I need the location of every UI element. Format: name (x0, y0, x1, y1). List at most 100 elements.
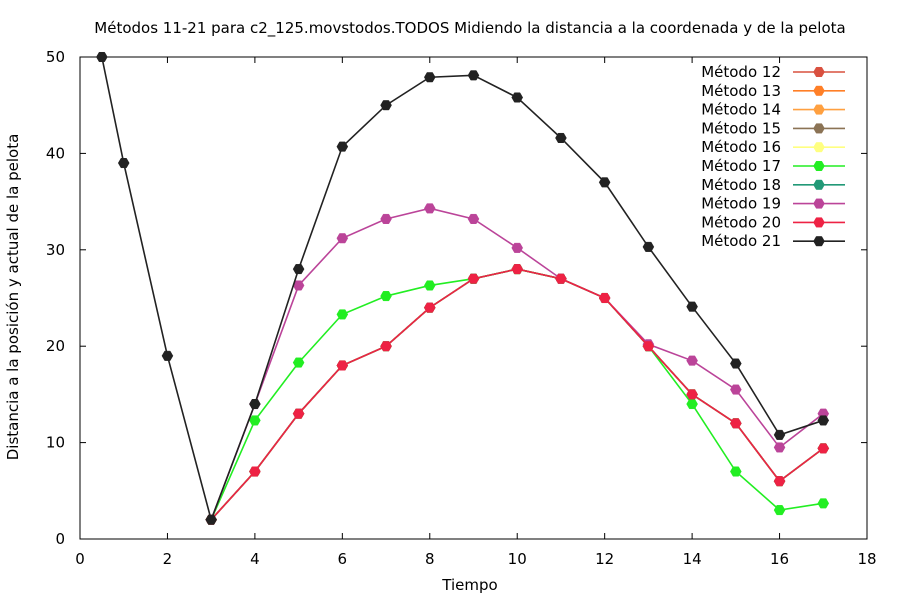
data-point (555, 273, 567, 284)
data-point (686, 355, 698, 366)
x-tick-label: 2 (163, 550, 173, 568)
data-point (555, 132, 567, 143)
y-tick-label: 20 (46, 337, 65, 355)
legend-label: Método 17 (701, 157, 781, 175)
data-point (423, 280, 436, 291)
legend-label: Método 21 (701, 232, 781, 250)
legend-label: Método 18 (701, 176, 781, 194)
legend-label: Método 16 (701, 138, 781, 156)
data-point (511, 242, 524, 253)
data-point (380, 291, 392, 302)
plot-frame (79, 56, 868, 540)
legend-label: Método 19 (701, 195, 781, 213)
series-line (210, 268, 824, 521)
data-point (773, 476, 786, 487)
legend-marker (813, 142, 825, 153)
legend-marker (813, 179, 825, 190)
data-point (773, 505, 786, 516)
data-point (730, 384, 742, 395)
legend-marker (813, 66, 825, 78)
data-point (423, 302, 436, 313)
y-tick-label: 10 (46, 434, 65, 452)
data-point (511, 92, 524, 103)
legend-item: Método 17 (701, 157, 845, 175)
x-tick-label: 4 (250, 550, 260, 568)
x-tick-label: 12 (595, 550, 614, 568)
data-point (817, 498, 830, 509)
x-tick-label: 14 (683, 550, 702, 568)
data-point (598, 292, 611, 304)
y-tick-label: 40 (46, 144, 65, 162)
axis-ticks: 0 2 4 6 8 10 12 14 16 18 0 10 20 30 40 50 (46, 48, 877, 568)
series-line (210, 268, 824, 521)
series-group (96, 51, 830, 525)
data-point (773, 429, 786, 440)
data-point (642, 241, 655, 252)
legend-item: Método 16 (701, 138, 845, 156)
data-point (292, 408, 305, 419)
data-point (249, 415, 261, 426)
legend-marker (813, 160, 825, 172)
data-point (773, 442, 786, 453)
data-point (730, 466, 742, 477)
data-point (336, 309, 349, 320)
legend-label: Método 15 (701, 119, 781, 137)
data-point (96, 51, 108, 63)
data-point (205, 514, 217, 525)
data-point (117, 158, 130, 169)
x-tick-label: 6 (338, 550, 348, 568)
data-point (686, 399, 698, 410)
legend-label: Método 12 (701, 63, 781, 81)
data-point (467, 70, 480, 81)
legend-label: Método 20 (701, 213, 781, 231)
legend-item: Método 20 (701, 213, 845, 231)
legend-label: Método 13 (701, 82, 781, 100)
data-point (380, 341, 392, 352)
legend-marker (813, 123, 825, 134)
data-point (423, 203, 436, 214)
x-tick-label: 16 (770, 550, 789, 568)
y-tick-label: 0 (55, 530, 65, 548)
data-point (336, 233, 349, 244)
data-point (730, 358, 742, 369)
series-line (210, 268, 824, 521)
series-line (210, 268, 824, 521)
legend-item: Método 13 (701, 82, 845, 100)
data-point (817, 443, 830, 454)
legend-marker (813, 236, 825, 247)
legend-item: Método 19 (701, 195, 845, 213)
data-point (380, 100, 392, 111)
axes (79, 56, 868, 540)
legend-label: Método 14 (701, 101, 781, 119)
series-line (210, 268, 824, 521)
data-point (686, 389, 698, 400)
series-line (101, 57, 824, 523)
x-tick-label: 0 (75, 550, 85, 568)
series-line (210, 268, 824, 521)
data-point (380, 213, 392, 224)
data-point (511, 264, 524, 275)
data-point (686, 301, 698, 312)
data-point (249, 399, 261, 410)
series-line (210, 268, 824, 521)
legend-item: Método 15 (701, 119, 845, 137)
legend-marker (813, 85, 825, 96)
x-axis-label: Tiempo (441, 576, 497, 594)
data-point (249, 466, 261, 477)
legend-item: Método 14 (701, 101, 845, 119)
legend-marker (813, 198, 825, 209)
y-axis-label: Distancia a la posición y actual de la p… (4, 134, 22, 461)
y-tick-label: 50 (46, 48, 65, 66)
chart-title: Métodos 11-21 para c2_125.movstodos.TODO… (94, 19, 845, 38)
x-tick-label: 18 (857, 550, 876, 568)
series-line (210, 268, 824, 521)
data-point (161, 350, 174, 361)
legend-item: Método 12 (701, 63, 845, 81)
data-point (817, 415, 830, 426)
x-tick-label: 10 (508, 550, 527, 568)
data-point (292, 264, 305, 275)
data-point (467, 273, 480, 284)
data-point (730, 418, 742, 429)
